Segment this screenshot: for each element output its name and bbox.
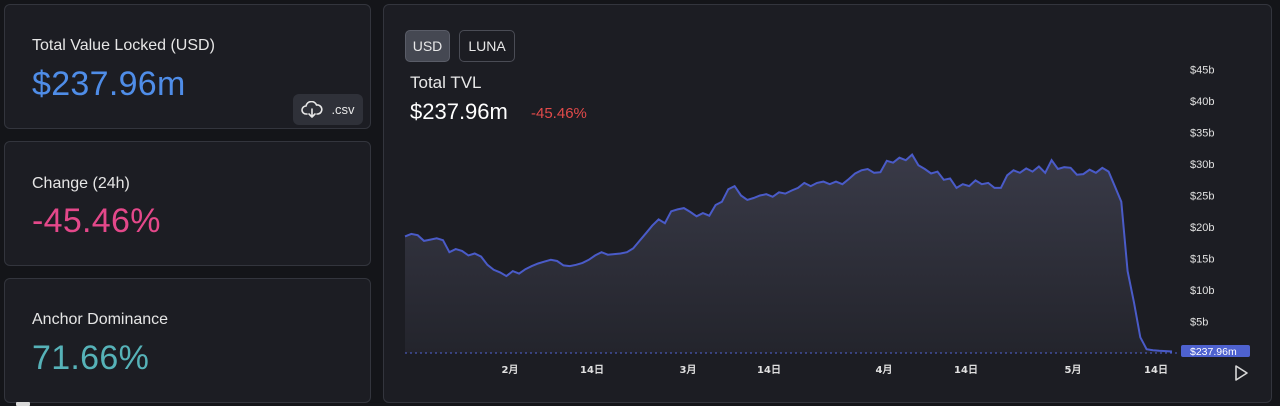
csv-label: .csv: [331, 102, 355, 117]
change-value: -45.46%: [32, 202, 161, 240]
play-icon[interactable]: [1232, 364, 1250, 382]
change-label: Change (24h): [32, 175, 130, 192]
chart-card: USD LUNA Total TVL $237.96m -45.46%: [383, 4, 1272, 403]
dominance-card: Anchor Dominance 71.66%: [4, 278, 371, 403]
tvl-value: $237.96m: [32, 65, 186, 103]
change-card: Change (24h) -45.46%: [4, 141, 371, 266]
csv-download-button[interactable]: .csv: [293, 94, 363, 125]
usd-toggle[interactable]: USD: [405, 30, 450, 62]
chart-change: -45.46%: [531, 105, 587, 122]
dominance-label: Anchor Dominance: [32, 311, 169, 328]
dominance-value: 71.66%: [32, 339, 150, 377]
chart-title: Total TVL: [410, 73, 482, 92]
tvl-label: Total Value Locked (USD): [32, 37, 215, 54]
chart-total: $237.96m: [410, 99, 508, 124]
corner-mark: [16, 402, 30, 406]
luna-toggle[interactable]: LUNA: [459, 30, 515, 62]
tvl-card: Total Value Locked (USD) $237.96m .csv: [4, 4, 371, 129]
cloud-download-icon: [301, 100, 324, 118]
